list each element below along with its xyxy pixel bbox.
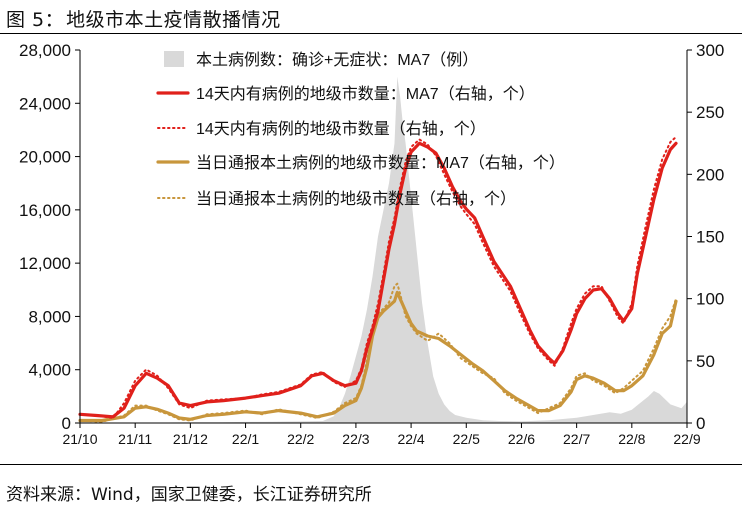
y-right-tick-label: 150 — [696, 228, 724, 247]
top-rule — [0, 33, 742, 34]
y-left-tick-label: 12,000 — [19, 254, 71, 273]
y-right-tick-label: 200 — [696, 165, 724, 184]
bottom-rule — [0, 464, 742, 465]
x-tick-label: 22/6 — [508, 431, 535, 447]
legend-label: 14天内有病例的地级市数量：MA7（右轴，个） — [196, 85, 535, 103]
legend-label: 当日通报本土病例的地级市数量：MA7（右轴，个） — [196, 154, 565, 172]
x-tick-label: 22/4 — [397, 431, 424, 447]
legend: 本土病例数：确诊+无症状：MA7（例） 14天内有病例的地级市数量：MA7（右轴，… — [156, 51, 565, 208]
x-tick-label: 22/5 — [453, 431, 480, 447]
y-left-tick-label: 20,000 — [19, 148, 71, 167]
y-left-tick-label: 24,000 — [19, 94, 71, 113]
x-tick-label: 21/11 — [118, 431, 152, 447]
figure-title-text: 地级市本土疫情散播情况 — [66, 9, 281, 31]
x-tick-label: 22/2 — [287, 431, 314, 447]
y-right-tick-label: 0 — [696, 414, 705, 433]
y-left-tick-label: 16,000 — [19, 201, 71, 220]
axes-layer: 21/10 21/11 21/12 22/1 22/2 22/3 22/4 22/5 22/6 2… — [19, 41, 724, 447]
figure-title: 图 5： 地级市本土疫情散播情况 — [6, 5, 283, 32]
x-tick-label: 21/12 — [173, 431, 208, 447]
area-series-cases — [80, 76, 687, 423]
legend-label: 本土病例数：确诊+无症状：MA7（例） — [196, 51, 478, 69]
legend-item: 本土病例数：确诊+无症状：MA7（例） — [164, 51, 478, 69]
y-left-tick-label: 0 — [62, 414, 71, 433]
legend-item: 当日通报本土病例的地级市数量（右轴，个） — [157, 190, 516, 208]
line-series-gold-ma7 — [78, 290, 678, 423]
x-tick-label: 22/7 — [563, 431, 590, 447]
y-left-tick-label: 28,000 — [19, 41, 71, 60]
x-tick-label: 22/8 — [618, 431, 645, 447]
figure-number: 图 5： — [6, 9, 65, 31]
legend-item: 14天内有病例的地级市数量：MA7（右轴，个） — [156, 85, 535, 103]
legend-item: 14天内有病例的地级市数量（右轴，个） — [157, 120, 486, 138]
line-series-red-ma7 — [78, 141, 678, 419]
source-note: 资料来源：Wind，国家卫健委，长江证券研究所 — [6, 485, 372, 505]
x-tick-label: 21/10 — [62, 431, 97, 447]
x-tick-label: 22/1 — [232, 431, 259, 447]
x-tick-label: 22/3 — [342, 431, 369, 447]
x-tick-label: 22/9 — [673, 431, 700, 447]
y-right-tick-label: 100 — [696, 290, 724, 309]
chart: 21/10 21/11 21/12 22/1 22/2 22/3 22/4 22/5 22/6 2… — [19, 41, 724, 447]
legend-swatch — [164, 51, 184, 67]
area-series-layer — [80, 76, 687, 423]
y-right-tick-label: 300 — [696, 41, 724, 60]
legend-label: 当日通报本土病例的地级市数量（右轴，个） — [196, 190, 516, 208]
line-series-layer — [78, 136, 678, 423]
y-left-tick-label: 8,000 — [28, 307, 71, 326]
y-left-tick-label: 4,000 — [28, 361, 71, 380]
legend-label: 14天内有病例的地级市数量（右轴，个） — [196, 120, 486, 138]
y-right-tick-label: 250 — [696, 103, 724, 122]
y-right-tick-label: 50 — [696, 352, 715, 371]
legend-item: 当日通报本土病例的地级市数量：MA7（右轴，个） — [156, 154, 565, 172]
